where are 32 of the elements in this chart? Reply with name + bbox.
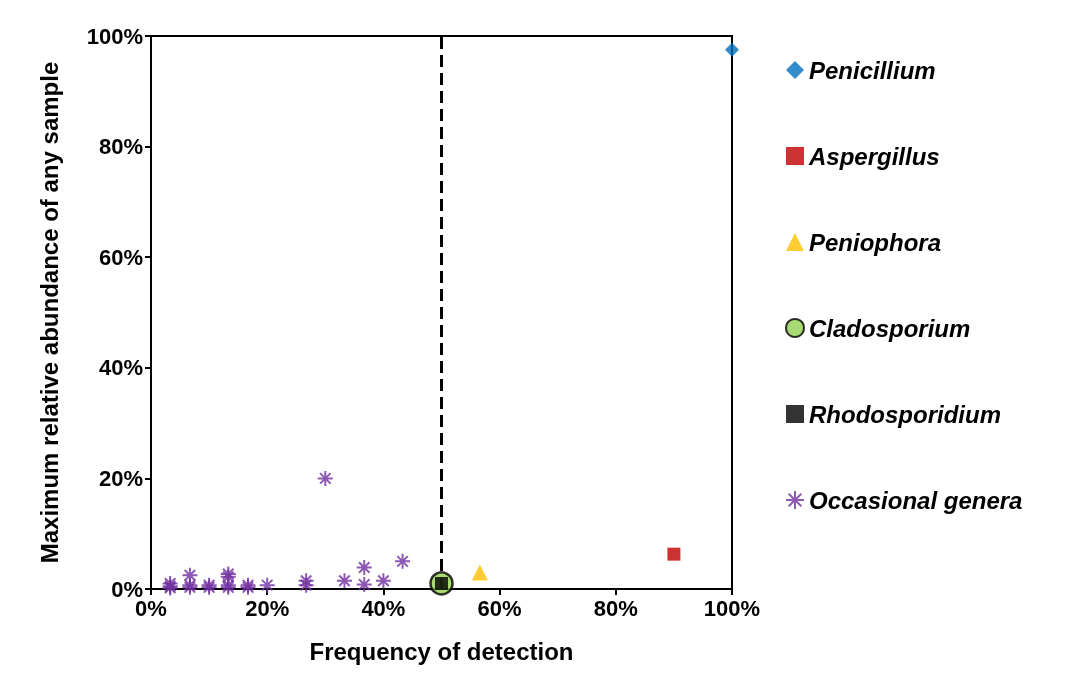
point xyxy=(725,42,739,57)
point xyxy=(335,572,353,590)
y-tick-label: 60% xyxy=(98,244,143,270)
y-tick-label: 80% xyxy=(98,134,143,160)
point xyxy=(181,566,199,584)
point xyxy=(471,564,488,581)
point xyxy=(297,576,315,594)
point xyxy=(667,547,681,561)
x-tick-label: 60% xyxy=(477,595,522,621)
y-tick-label: 100% xyxy=(86,23,143,49)
point xyxy=(355,576,373,594)
legend-label: Peniophora xyxy=(809,228,942,256)
point xyxy=(355,558,373,576)
point xyxy=(316,469,334,487)
legend-label: Penicillium xyxy=(809,56,936,84)
y-tick-label: 20% xyxy=(98,465,143,491)
x-tick-label: 40% xyxy=(361,595,406,621)
legend-label: Occasional genera xyxy=(809,486,1023,514)
legend-label: Rhodosporidium xyxy=(809,400,1001,428)
point xyxy=(258,576,276,594)
y-tick-label: 40% xyxy=(98,355,143,381)
x-axis-title: Frequency of detection xyxy=(309,637,574,665)
legend-label: Cladosporium xyxy=(809,314,971,342)
y-tick-label: 0% xyxy=(111,576,143,602)
point xyxy=(394,552,412,570)
x-tick-label: 100% xyxy=(703,595,761,621)
x-tick-label: 20% xyxy=(245,595,290,621)
x-tick-label: 80% xyxy=(593,595,638,621)
legend-label: Aspergillus xyxy=(808,142,940,170)
y-axis-title: Maximum relative abundance of any sample xyxy=(35,61,63,564)
point xyxy=(297,572,315,590)
point xyxy=(374,572,392,590)
